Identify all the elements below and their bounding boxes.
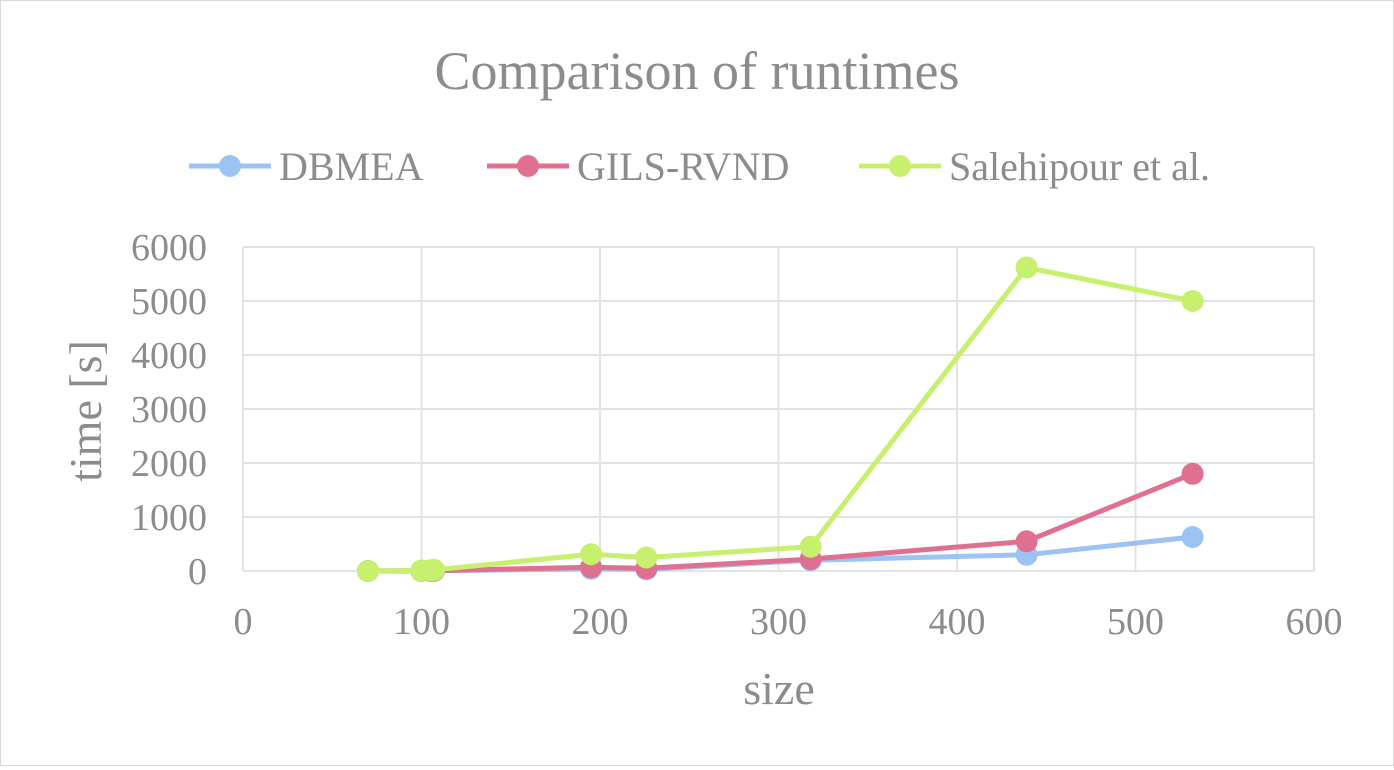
- x-tick-label: 500: [1107, 601, 1164, 643]
- x-tick-label: 0: [234, 601, 253, 643]
- data-point: [799, 535, 822, 558]
- legend: DBMEA GILS-RVND Salehipour et al.: [189, 144, 1210, 189]
- y-tick-label: 6000: [131, 227, 207, 269]
- x-tick-label: 400: [929, 601, 986, 643]
- x-tick-label: 600: [1286, 601, 1343, 643]
- series-0: [356, 525, 1204, 582]
- data-point: [580, 543, 603, 566]
- data-point: [1015, 530, 1038, 553]
- y-tick-label: 2000: [131, 443, 207, 485]
- x-tick-label: 300: [750, 601, 807, 643]
- legend-item: DBMEA: [189, 144, 424, 189]
- y-tick-label: 0: [188, 551, 207, 593]
- series-2: [356, 256, 1204, 582]
- legend-label: Salehipour et al.: [949, 144, 1210, 189]
- data-point: [1181, 290, 1204, 312]
- x-axis-ticks: 0 100 200 300 400 500 600: [234, 601, 1343, 643]
- x-axis-title: size: [743, 663, 815, 714]
- legend-marker-swatch: [219, 155, 241, 177]
- legend-label: GILS-RVND: [577, 144, 789, 189]
- data-point: [1015, 256, 1038, 279]
- chart-title: Comparison of runtimes: [435, 41, 960, 101]
- legend-marker-swatch: [889, 155, 911, 177]
- y-tick-label: 4000: [131, 335, 207, 377]
- legend-marker-swatch: [517, 155, 539, 177]
- x-tick-label: 200: [572, 601, 629, 643]
- gridlines: [242, 246, 1315, 572]
- legend-label: DBMEA: [279, 144, 424, 189]
- y-tick-label: 5000: [131, 281, 207, 323]
- x-tick-label: 100: [393, 601, 450, 643]
- data-point: [1181, 525, 1204, 548]
- y-tick-label: 1000: [131, 497, 207, 539]
- y-axis-title: time [s]: [60, 340, 111, 482]
- data-point: [356, 560, 379, 582]
- data-point: [635, 546, 658, 569]
- y-tick-label: 3000: [131, 389, 207, 431]
- data-point: [1181, 462, 1204, 485]
- series-layer: [356, 256, 1204, 582]
- legend-item: Salehipour et al.: [859, 144, 1210, 189]
- series-line: [367, 471, 1194, 574]
- y-axis-ticks: 0 1000 2000 3000 4000 5000 6000: [131, 227, 207, 593]
- legend-item: GILS-RVND: [487, 144, 789, 189]
- data-point: [422, 558, 445, 581]
